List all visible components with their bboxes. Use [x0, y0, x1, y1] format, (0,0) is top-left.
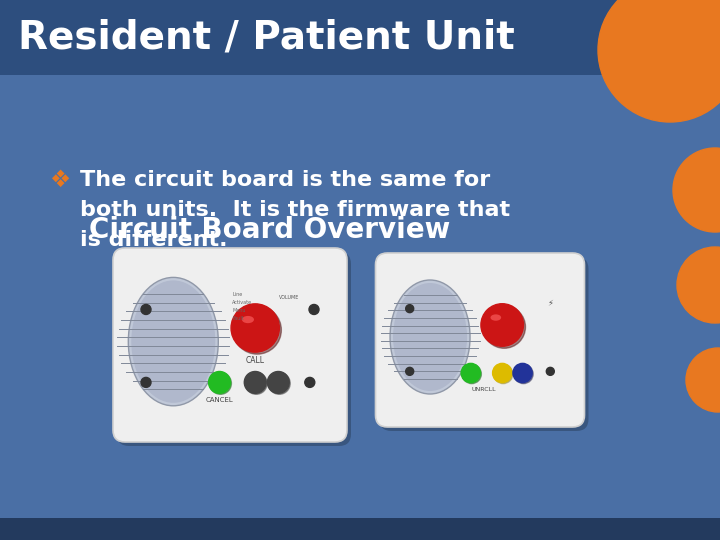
Circle shape: [513, 363, 532, 383]
Ellipse shape: [131, 280, 215, 403]
FancyBboxPatch shape: [117, 252, 351, 446]
Circle shape: [481, 303, 523, 346]
Text: Resident / Patient Unit: Resident / Patient Unit: [18, 18, 515, 57]
Text: Fault: Fault: [232, 315, 244, 321]
FancyBboxPatch shape: [113, 248, 347, 442]
Circle shape: [492, 363, 512, 383]
Text: ⚡: ⚡: [547, 298, 553, 307]
Bar: [0, 0, 720, 75]
Text: CALL: CALL: [246, 356, 265, 365]
Text: Circuit Board Overview: Circuit Board Overview: [89, 216, 451, 244]
Text: UNRCLL: UNRCLL: [472, 387, 496, 392]
Circle shape: [141, 305, 151, 314]
Circle shape: [141, 377, 151, 387]
Text: ❖: ❖: [50, 168, 71, 192]
Circle shape: [209, 372, 230, 393]
Circle shape: [305, 377, 315, 387]
Text: Menu: Menu: [232, 307, 246, 313]
Ellipse shape: [128, 278, 218, 406]
Circle shape: [483, 306, 526, 348]
Circle shape: [673, 148, 720, 232]
Circle shape: [405, 367, 414, 375]
Circle shape: [267, 372, 289, 393]
Text: Activate: Activate: [232, 300, 252, 305]
Circle shape: [231, 304, 279, 352]
Text: is different.: is different.: [80, 230, 228, 250]
Circle shape: [462, 364, 482, 383]
Circle shape: [309, 305, 319, 314]
Circle shape: [233, 306, 282, 354]
Circle shape: [677, 247, 720, 323]
Circle shape: [546, 367, 554, 375]
Ellipse shape: [242, 316, 254, 323]
Ellipse shape: [490, 314, 501, 321]
Text: both units.  It is the firmware that: both units. It is the firmware that: [80, 200, 510, 220]
Text: Line: Line: [232, 292, 243, 296]
Ellipse shape: [393, 283, 467, 391]
Circle shape: [405, 305, 414, 313]
Text: CANCEL: CANCEL: [206, 397, 233, 403]
Circle shape: [246, 373, 267, 394]
Text: The circuit board is the same for: The circuit board is the same for: [80, 170, 490, 190]
Circle shape: [244, 372, 266, 393]
Circle shape: [461, 363, 480, 383]
Circle shape: [210, 373, 231, 394]
FancyBboxPatch shape: [376, 253, 585, 427]
Circle shape: [686, 348, 720, 412]
Circle shape: [514, 364, 534, 383]
Circle shape: [598, 0, 720, 122]
Circle shape: [269, 373, 290, 394]
FancyBboxPatch shape: [379, 257, 588, 431]
Text: VOLUME: VOLUME: [279, 295, 299, 300]
Circle shape: [494, 364, 513, 383]
Bar: [0, 518, 720, 540]
Ellipse shape: [390, 280, 470, 394]
